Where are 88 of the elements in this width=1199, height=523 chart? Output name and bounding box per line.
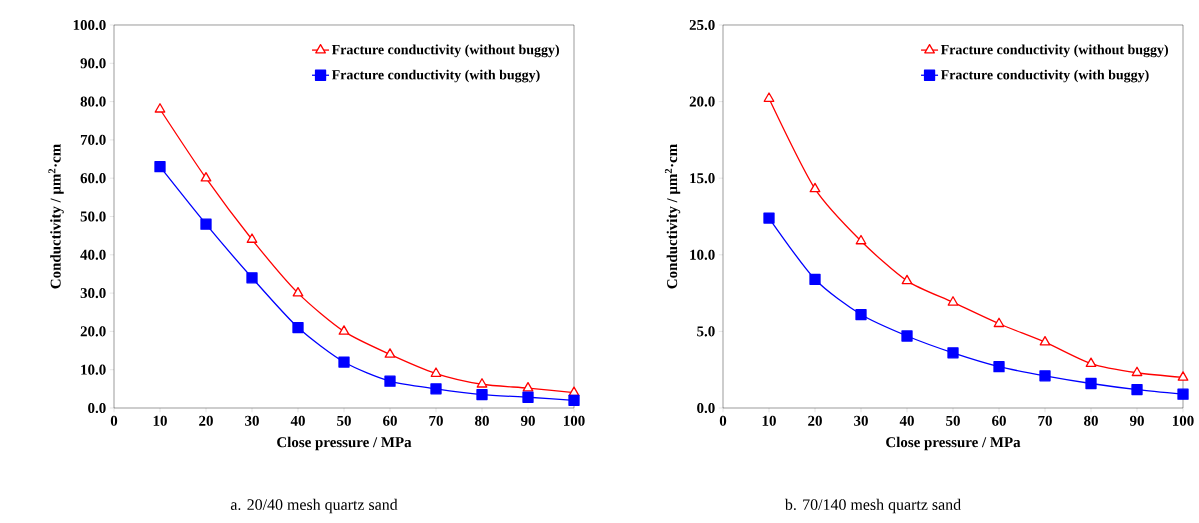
y-tick-label: 30.0 xyxy=(80,288,106,299)
y-tick-label: 50.0 xyxy=(80,211,106,222)
y-tick-label: 60.0 xyxy=(80,173,106,184)
x-tick-label: 20 xyxy=(199,415,213,426)
point xyxy=(154,103,166,113)
point xyxy=(1085,357,1097,367)
point xyxy=(993,317,1005,328)
point xyxy=(476,388,488,401)
x-tick-label: 70 xyxy=(429,415,443,426)
y-tick-label: 0.0 xyxy=(697,402,715,414)
point xyxy=(292,286,304,297)
x-tick-label: 100 xyxy=(1173,415,1194,426)
legend-label: Fracture conductivity (with buggy) xyxy=(331,69,540,83)
point xyxy=(1039,370,1051,382)
point xyxy=(246,272,258,284)
point xyxy=(993,360,1005,373)
point xyxy=(384,348,396,358)
x-tick-label: 40 xyxy=(899,415,914,426)
legend-label: Fracture conductivity (with buggy) xyxy=(940,69,1149,83)
point xyxy=(763,212,775,224)
x-tick-label: 90 xyxy=(520,415,535,426)
point xyxy=(1131,383,1143,396)
point xyxy=(1039,335,1051,346)
x-tick-label: 60 xyxy=(992,415,1006,426)
y-tick-label: 70.0 xyxy=(80,134,106,145)
y-axis-title: Conductivity / μm$^{2}$·cm xyxy=(48,144,64,289)
point xyxy=(338,356,350,368)
point xyxy=(1177,371,1189,381)
point xyxy=(384,375,396,387)
x-tick-label: 70 xyxy=(1038,415,1052,426)
point xyxy=(809,273,821,285)
point xyxy=(763,92,775,102)
y-tick-label: 100.0 xyxy=(73,19,106,31)
point xyxy=(855,308,867,321)
point xyxy=(1131,366,1143,377)
legend-label: Fracture conductivity (without buggy) xyxy=(940,44,1169,58)
point xyxy=(568,394,580,406)
x-tick-label: 30 xyxy=(245,415,259,426)
x-tick-label: 0 xyxy=(719,415,727,426)
point xyxy=(430,367,442,377)
point xyxy=(338,325,350,335)
y-tick-label: 20.0 xyxy=(689,96,715,107)
y-tick-label: 20.0 xyxy=(80,326,106,337)
y-tick-label: 15.0 xyxy=(690,173,715,184)
point xyxy=(901,330,913,342)
point xyxy=(901,274,913,285)
point xyxy=(246,233,258,243)
y-tick-label: 10.0 xyxy=(690,249,715,260)
y-axis-title: Conductivity / μm$^{2}$·cm xyxy=(664,144,681,289)
point xyxy=(1177,388,1189,400)
x-tick-label: 60 xyxy=(383,415,397,426)
point xyxy=(430,383,442,395)
point xyxy=(809,182,821,193)
x-tick-label: 0 xyxy=(110,415,118,426)
point xyxy=(855,234,867,245)
x-tick-label: 10 xyxy=(762,415,776,426)
y-tick-label: 0.0 xyxy=(88,402,106,414)
x-tick-label: 50 xyxy=(946,415,960,426)
point xyxy=(200,172,212,182)
x-tick-label: 80 xyxy=(475,415,489,426)
y-tick-label: 40.0 xyxy=(80,249,106,260)
legend-label: Fracture conductivity (without buggy) xyxy=(331,44,559,58)
y-tick-label: 25.0 xyxy=(689,19,715,31)
point xyxy=(947,347,959,359)
y-tick-label: 80.0 xyxy=(80,96,106,107)
point xyxy=(154,161,166,173)
x-tick-label: 10 xyxy=(153,415,167,426)
point xyxy=(476,378,488,388)
point xyxy=(522,381,534,392)
text: b. 70/140 mesh quartz sand xyxy=(784,498,961,514)
y-tick-label: 10.0 xyxy=(81,364,106,375)
point xyxy=(1085,377,1097,390)
point xyxy=(947,296,959,306)
x-tick-label: 20 xyxy=(808,415,822,426)
point xyxy=(522,391,534,403)
x-tick-label: 30 xyxy=(854,415,868,426)
x-tick-label: 100 xyxy=(564,415,585,426)
x-tick-label: 40 xyxy=(290,415,305,426)
x-tick-label: 50 xyxy=(337,415,351,426)
y-tick-label: 5.0 xyxy=(697,326,715,337)
point xyxy=(292,321,304,334)
text: a. 20/40 mesh quartz sand xyxy=(230,498,398,514)
y-tick-label: 90.0 xyxy=(80,58,106,69)
x-axis-title: Close pressure / MPa xyxy=(886,436,1021,451)
x-tick-label: 80 xyxy=(1084,415,1098,426)
x-axis-title: Close pressure / MPa xyxy=(277,436,412,451)
x-tick-label: 90 xyxy=(1129,415,1144,426)
point xyxy=(200,218,212,230)
